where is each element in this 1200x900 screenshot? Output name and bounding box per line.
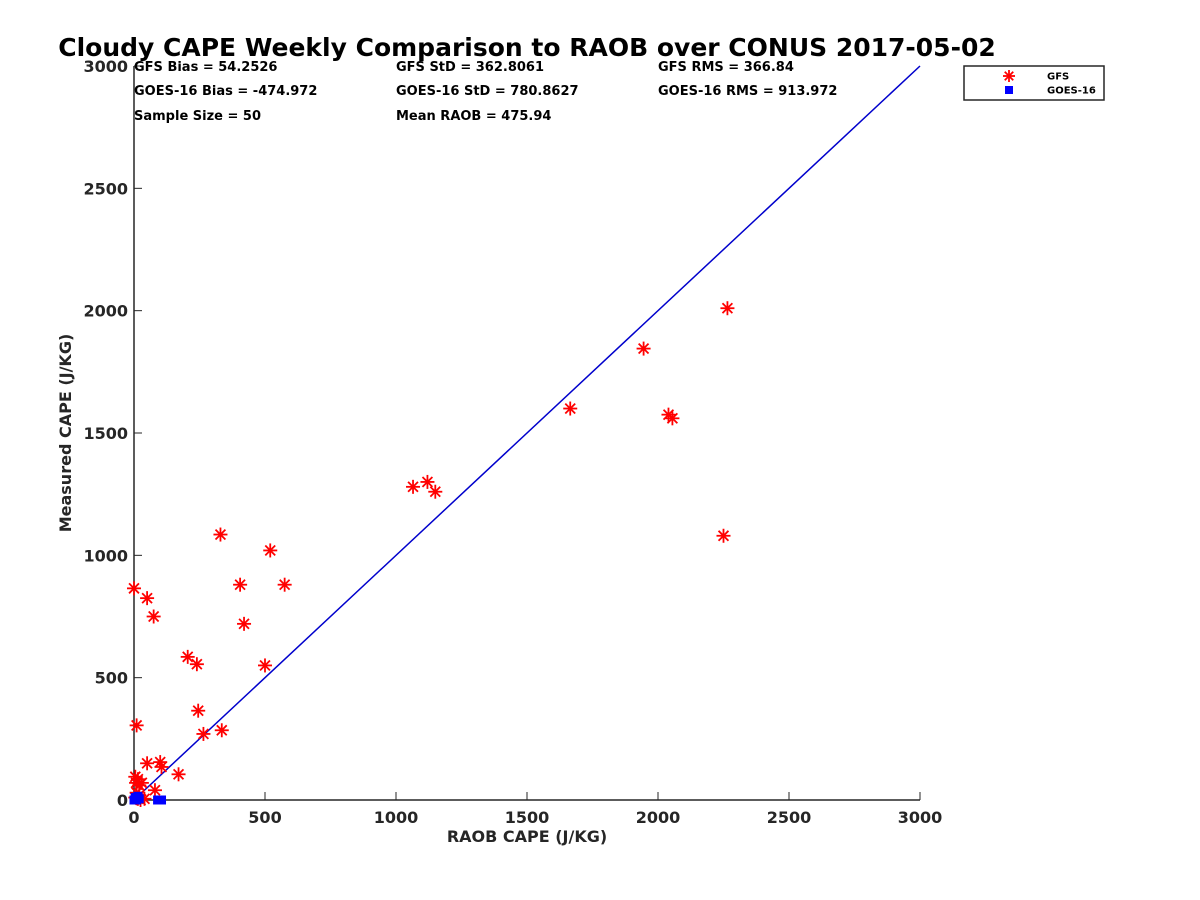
stat-annotation: GFS RMS = 366.84 [658, 60, 794, 75]
gfs-point [636, 341, 651, 356]
y-tick-label: 1000 [83, 546, 128, 565]
legend: GFS GOES-16 [963, 65, 1105, 101]
gfs-point [420, 474, 435, 489]
gfs-point [146, 609, 161, 624]
data-points [127, 301, 735, 807]
gfs-point [665, 411, 680, 426]
goes-16-point [132, 793, 142, 803]
x-tick-label: 2500 [767, 808, 812, 827]
legend-marker-gfs [1003, 70, 1015, 82]
stat-annotation: GOES-16 Bias = -474.972 [134, 84, 317, 99]
gfs-point [171, 767, 186, 782]
gfs-point [154, 759, 169, 774]
x-tick-label: 3000 [898, 808, 943, 827]
gfs-point [237, 616, 252, 631]
stat-annotation: GOES-16 RMS = 913.972 [658, 84, 837, 99]
y-tick-label: 3000 [83, 57, 128, 76]
gfs-point [563, 401, 578, 416]
chart-title: Cloudy CAPE Weekly Comparison to RAOB ov… [58, 33, 996, 62]
gfs-point [258, 658, 272, 673]
gfs-point [213, 527, 228, 542]
gfs-point [233, 577, 248, 592]
stat-annotation: Sample Size = 50 [134, 109, 261, 124]
gfs-point [189, 657, 204, 672]
x-tick-label: 1000 [374, 808, 419, 827]
gfs-point [140, 591, 155, 606]
gfs-point [277, 577, 292, 592]
stats-annotations: GFS Bias = 54.2526 GFS StD = 362.8061 GFS … [134, 60, 837, 124]
gfs-point [134, 775, 149, 790]
legend-marker-goes-16 [1005, 86, 1013, 94]
x-tick-label: 0 [128, 808, 139, 827]
gfs-point [406, 479, 421, 494]
gfs-point [180, 649, 195, 664]
x-tick-label: 1500 [505, 808, 550, 827]
gfs-point [720, 301, 735, 316]
gfs-point [428, 484, 443, 499]
y-tick-label: 2500 [83, 179, 128, 198]
x-axis-label: RAOB CAPE (J/KG) [447, 827, 607, 846]
gfs-point [127, 581, 141, 596]
x-tick-label: 500 [248, 808, 281, 827]
reference-line-layer [133, 65, 921, 801]
gfs-point [196, 726, 211, 741]
y-axis-label: Measured CAPE (J/KG) [56, 334, 75, 533]
y-tick-label: 500 [95, 669, 128, 688]
y-tick-label: 0 [117, 791, 128, 810]
stat-annotation: Mean RAOB = 475.94 [396, 109, 551, 124]
gfs-point [191, 703, 206, 718]
stat-annotation: GFS StD = 362.8061 [396, 60, 544, 75]
axes: 0 500 1000 1500 2000 2500 3000 0 500 1000 1500 2000… [83, 57, 942, 827]
y-tick-label: 1500 [83, 424, 128, 443]
stat-annotation: GFS Bias = 54.2526 [134, 60, 277, 75]
gfs-point [129, 718, 144, 733]
gfs-point [214, 723, 229, 738]
legend-label-gfs: GFS [1047, 72, 1069, 83]
y-tick-label: 2000 [83, 302, 128, 321]
gfs-point [263, 543, 278, 558]
legend-label-goes-16: GOES-16 [1047, 86, 1096, 97]
gfs-point [147, 783, 162, 798]
goes-16-point [157, 795, 167, 805]
gfs-point [140, 756, 155, 771]
gfs-point [716, 528, 731, 543]
legend-box [963, 65, 1105, 101]
stat-annotation: GOES-16 StD = 780.8627 [396, 84, 579, 99]
one-to-one-line [133, 65, 921, 801]
x-tick-label: 2000 [636, 808, 681, 827]
